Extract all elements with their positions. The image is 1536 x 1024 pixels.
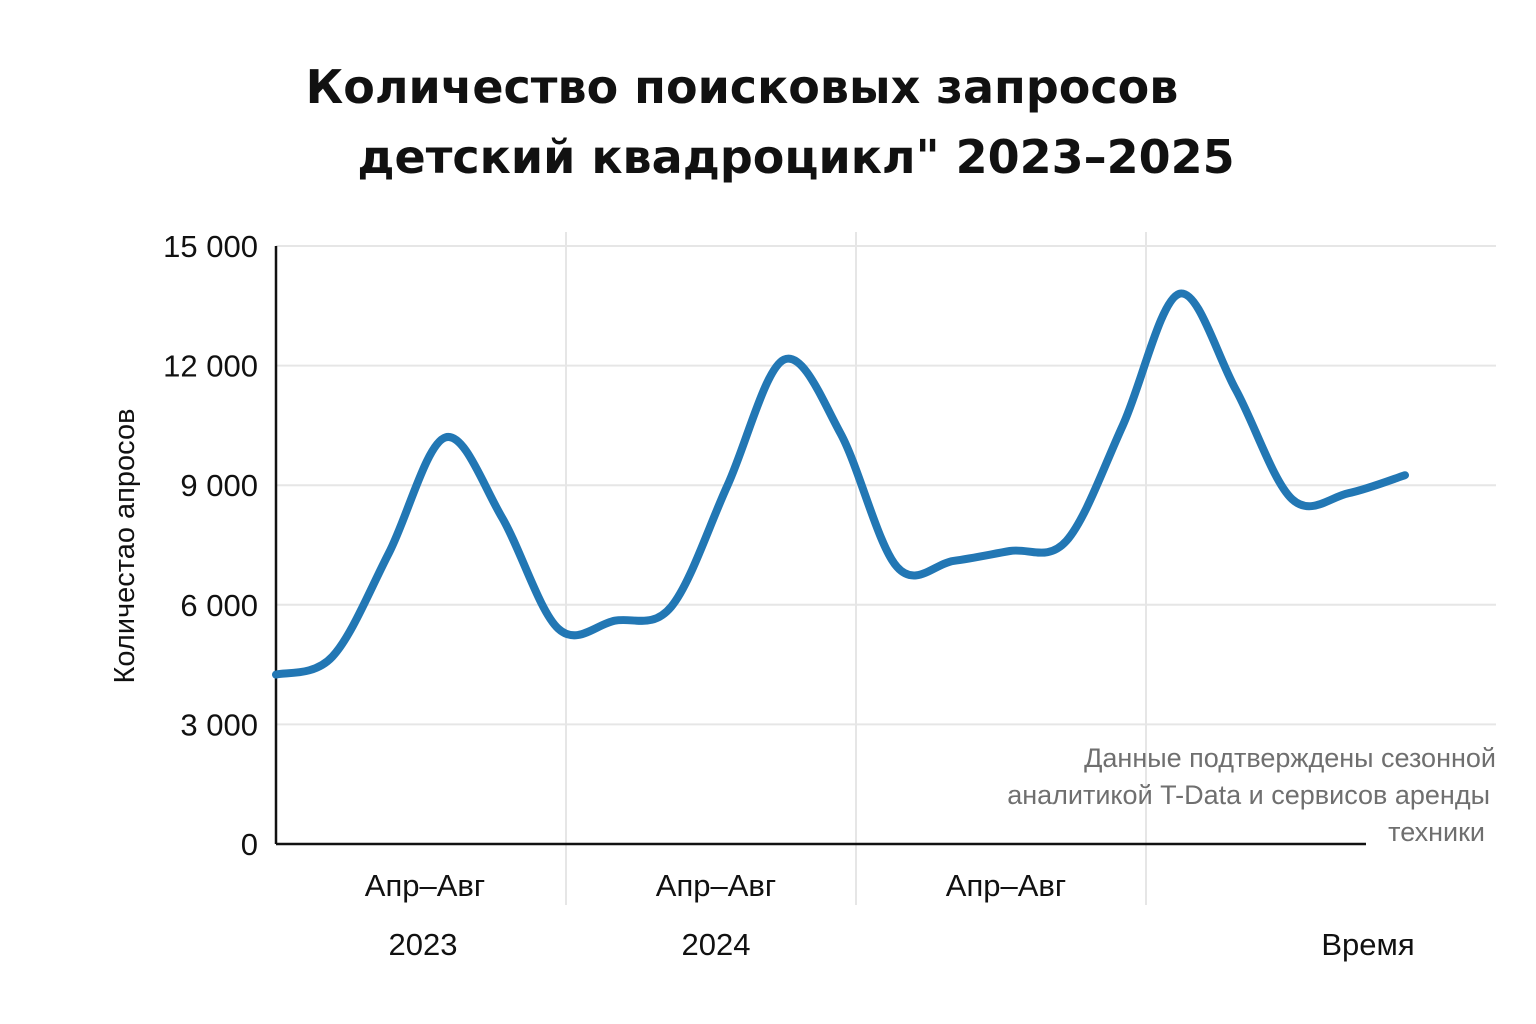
x-axis-title: Время <box>1321 927 1414 962</box>
source-note-line-3: техники <box>1388 817 1485 847</box>
series-line <box>272 289 1409 679</box>
x-year-label-0: 2023 <box>389 927 458 962</box>
axes <box>274 246 1366 846</box>
chart-title: Количество поисковых запросов детский кв… <box>0 52 1536 192</box>
y-tick-label-1: 3 000 <box>180 707 258 742</box>
y-tick-label-3: 9 000 <box>180 468 258 503</box>
chart-title-line-2: детский квадроцикл" 2023–2025 <box>357 130 1235 184</box>
x-period-label-0: Апр–Авг <box>365 868 485 903</box>
y-axis-title: Количестао апросов <box>109 409 141 684</box>
y-tick-label-0: 0 <box>241 827 258 862</box>
source-note-line-2: аналитикой T-Data и сервисов аренды <box>1007 780 1490 810</box>
grid <box>276 232 1496 905</box>
chart-title-line-1: Количество поисковых запросов <box>305 60 1179 114</box>
x-year-label-1: 2024 <box>682 927 751 962</box>
x-period-label-2: Апр–Авг <box>946 868 1066 903</box>
y-tick-label-5: 15 000 <box>163 229 258 264</box>
labels: 0 3 000 6 000 9 000 12 000 15 000 Количестао а… <box>109 229 1415 962</box>
series-layer <box>272 289 1409 679</box>
y-tick-label-2: 6 000 <box>180 588 258 623</box>
y-tick-label-4: 12 000 <box>163 349 258 384</box>
x-period-label-1: Апр–Авг <box>656 868 776 903</box>
source-note-line-1: Данные подтверждены сезонной <box>1084 743 1496 773</box>
source-note: Данные подтверждены сезонной аналитикой … <box>876 740 1496 851</box>
